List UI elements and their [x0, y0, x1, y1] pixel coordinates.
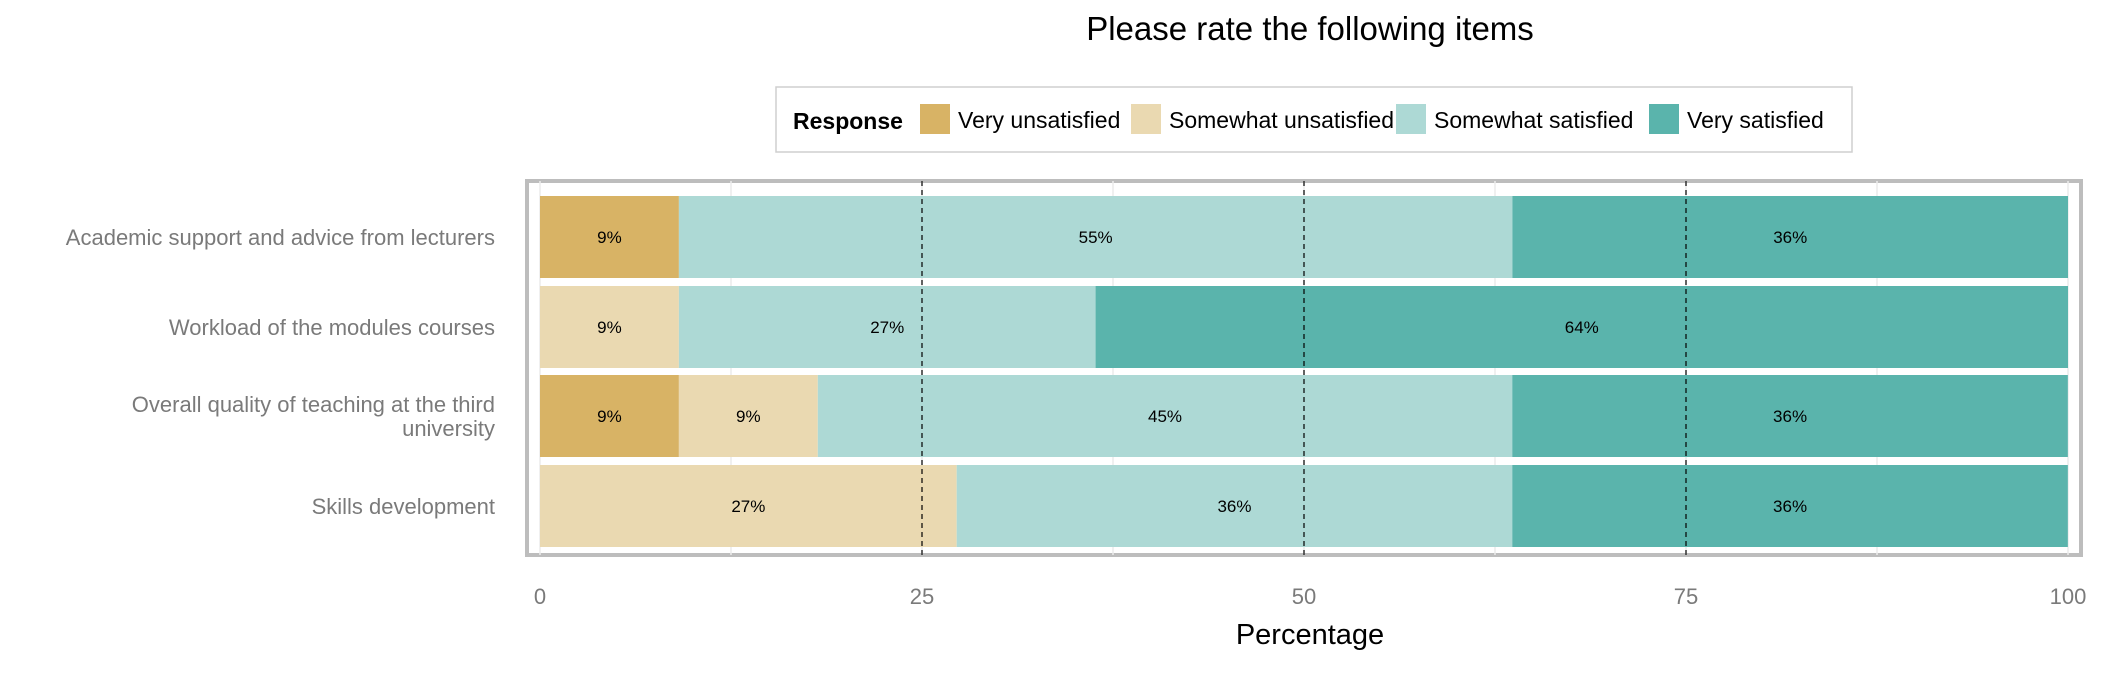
data-label: 36% — [1773, 497, 1807, 516]
category-label: Skills development — [312, 494, 495, 519]
data-label: 9% — [597, 228, 622, 247]
legend-swatch — [1131, 104, 1161, 134]
bar-segment — [678, 375, 818, 457]
legend: Response Very unsatisfied Somewhat unsati… — [775, 86, 1853, 153]
data-label: 9% — [597, 407, 622, 426]
data-label: 27% — [870, 318, 904, 337]
data-label: 64% — [1565, 318, 1599, 337]
data-label: 27% — [731, 497, 765, 516]
bar-row: 9% 27% 64% — [540, 286, 2068, 368]
x-tick-label: 100 — [2050, 584, 2087, 609]
data-label: 55% — [1079, 228, 1113, 247]
legend-label: Very satisfied — [1687, 107, 1824, 133]
data-label: 36% — [1773, 228, 1807, 247]
bar-segment — [1095, 286, 2068, 368]
bar-row: 9% 55% 36% — [540, 196, 2068, 278]
legend-item: Very unsatisfied — [920, 104, 1120, 134]
legend-item: Very satisfied — [1649, 104, 1824, 134]
data-label: 36% — [1217, 497, 1251, 516]
category-label: Academic support and advice from lecture… — [66, 225, 495, 250]
x-tick-label: 75 — [1674, 584, 1698, 609]
bar-segment — [1512, 196, 2068, 278]
data-label: 9% — [736, 407, 761, 426]
bar-segment — [540, 286, 679, 368]
bar-row: 27% 36% 36% — [540, 465, 2068, 547]
x-axis-ticks: 0 25 50 75 100 — [534, 584, 2086, 609]
bar-segment — [678, 196, 1513, 278]
data-label: 36% — [1773, 407, 1807, 426]
legend-item: Somewhat satisfied — [1396, 104, 1633, 134]
y-axis-labels: Academic support and advice from lecture… — [66, 225, 495, 519]
legend-label: Very unsatisfied — [958, 107, 1120, 133]
legend-title: Response — [793, 108, 903, 134]
bar-segment — [540, 196, 679, 278]
data-label: 45% — [1148, 407, 1182, 426]
bar-segment — [540, 465, 957, 547]
bar-row: 9% 9% 45% 36% — [540, 375, 2068, 457]
bar-segment — [1512, 465, 2068, 547]
category-label: Workload of the modules courses — [169, 315, 495, 340]
chart-title: Please rate the following items — [1086, 10, 1534, 47]
x-axis-title: Percentage — [1236, 619, 1384, 651]
legend-item: Somewhat unsatisfied — [1131, 104, 1394, 134]
legend-label: Somewhat satisfied — [1434, 107, 1633, 133]
legend-swatch — [1649, 104, 1679, 134]
bar-segment — [956, 465, 1513, 547]
data-label: 9% — [597, 318, 622, 337]
bar-segment — [678, 286, 1096, 368]
bar-segment — [540, 375, 679, 457]
legend-swatch — [1396, 104, 1426, 134]
x-tick-label: 50 — [1292, 584, 1316, 609]
plot-area: 9% 55% 36% 9% 27% 64% 9% 9% 45% 36% 27% 36% 36% Acade… — [66, 179, 2086, 609]
category-label: Overall quality of teaching at the third… — [132, 392, 495, 441]
x-tick-label: 25 — [910, 584, 934, 609]
legend-label: Somewhat unsatisfied — [1169, 107, 1394, 133]
bar-segment — [817, 375, 1513, 457]
bar-segment — [1512, 375, 2068, 457]
legend-swatch — [920, 104, 950, 134]
x-tick-label: 0 — [534, 584, 546, 609]
